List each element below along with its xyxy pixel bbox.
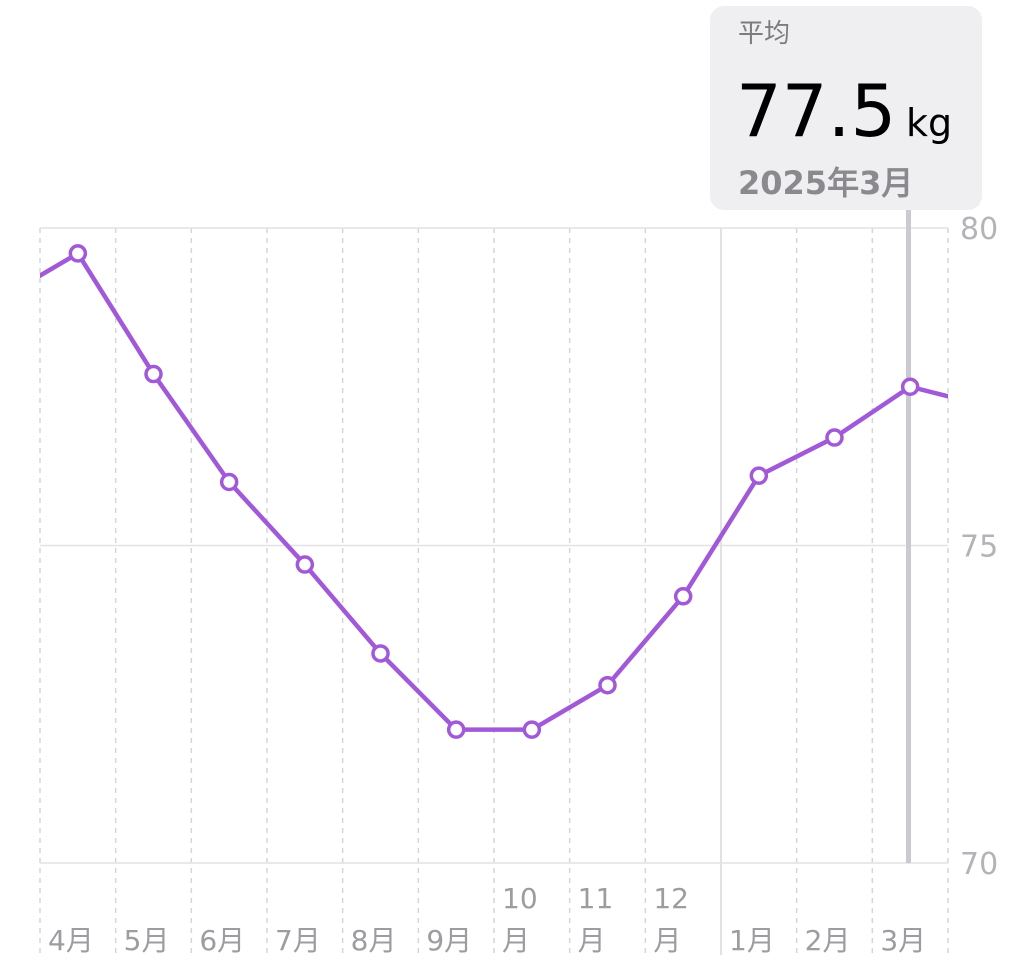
tooltip-box (710, 6, 982, 210)
tooltip-date: 2025年3月 (738, 164, 913, 202)
x-tick-label: 10 月 (502, 882, 538, 957)
point (68, 244, 88, 263)
x-tick-label: 1月 (729, 924, 775, 957)
point (522, 720, 542, 739)
x-tick-label: 6月 (199, 924, 245, 957)
grid: 70 75 80 4月 5月 6月 7月 8月 9月 10 月 11 月 12 月 1月 2月 3月 (39, 212, 998, 957)
y-tick-label: 70 (960, 847, 998, 882)
selection-line (906, 205, 911, 863)
x-tick-label: 5月 (124, 924, 170, 957)
x-tick-label: 11 月 (578, 882, 614, 957)
point (144, 364, 163, 384)
x-tick-label: 7月 (275, 924, 321, 957)
y-tick-label: 75 (960, 530, 998, 565)
y-tick-label: 80 (960, 212, 998, 247)
point (673, 587, 693, 606)
tooltip: 平均 77.5 kg 2025年3月 (710, 6, 982, 210)
tooltip-unit: kg (906, 101, 952, 145)
point (446, 720, 466, 739)
x-tick-label: 9月 (426, 924, 472, 957)
point (900, 377, 920, 396)
point (219, 472, 239, 492)
series (40, 244, 948, 739)
x-tick-label: 2月 (805, 924, 851, 957)
point (749, 466, 769, 485)
point (825, 428, 844, 447)
x-tick-label: 12 月 (653, 882, 689, 957)
point (295, 555, 315, 574)
tooltip-label: 平均 (738, 19, 790, 49)
x-tick-label: 8月 (351, 924, 397, 957)
x-tick-label: 4月 (48, 924, 94, 957)
line (40, 251, 948, 732)
point (371, 644, 390, 663)
x-tick-label: 3月 (880, 924, 926, 957)
point (598, 675, 617, 695)
tooltip-value: 77.5 (736, 69, 896, 153)
